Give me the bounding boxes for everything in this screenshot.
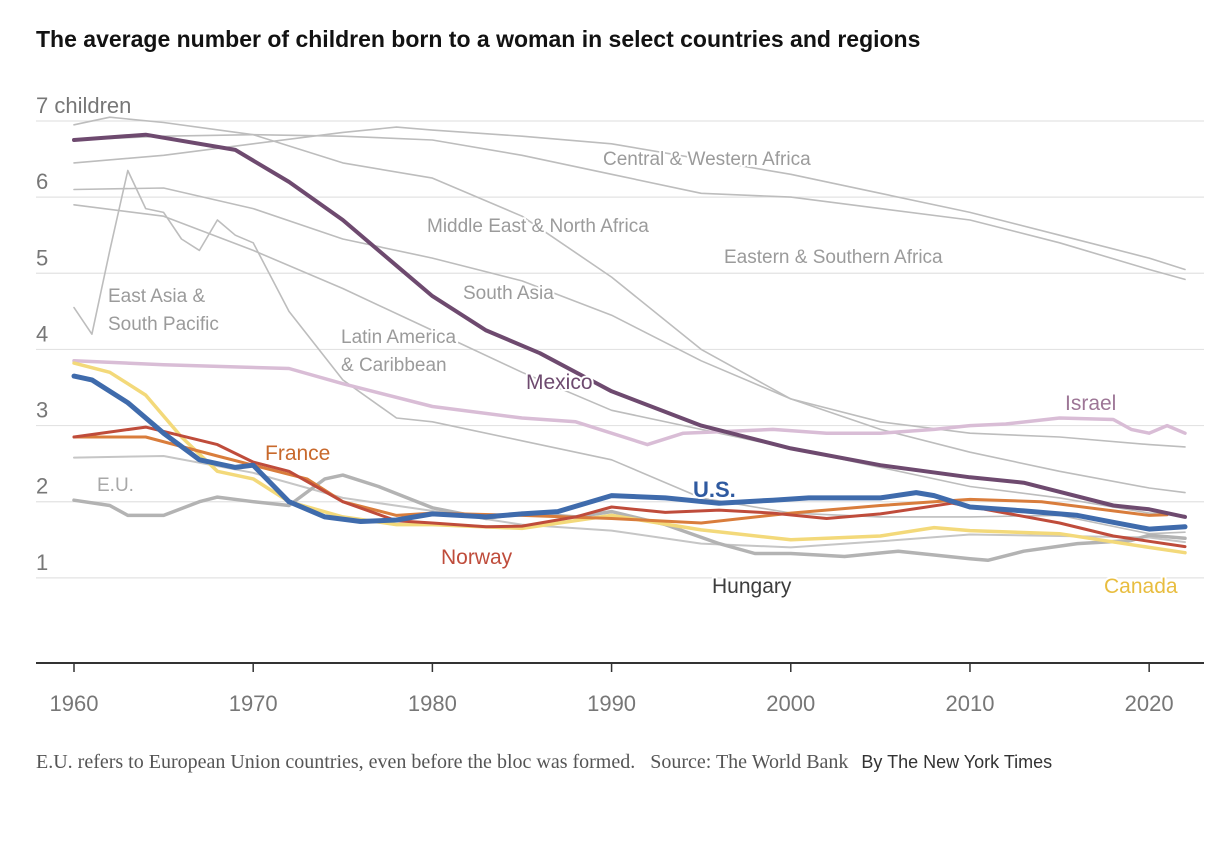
- series-label-norway: Norway: [441, 546, 513, 569]
- series-line-mexico: [72, 132, 1187, 519]
- series-line-canada: [72, 361, 1187, 555]
- series-label-israel: Israel: [1065, 392, 1116, 415]
- series-label-canada: Canada: [1104, 575, 1178, 598]
- series-line-norway: [72, 425, 1187, 549]
- y-tick-label-3: 3: [36, 398, 48, 423]
- series-lines: [71, 116, 1188, 563]
- footnote-byline: By The New York Times: [861, 752, 1053, 772]
- series-line-latin-america-caribbean: [73, 204, 1186, 517]
- x-tick-label-2020: 2020: [1125, 691, 1174, 716]
- line-chart: 1 2 3 4 5 6 7 children 1960 1970 1980 1990 2000 201…: [36, 93, 1204, 716]
- footnote: E.U. refers to European Union countries,…: [36, 748, 1206, 776]
- chart-title: The average number of children born to a…: [36, 26, 921, 52]
- series-label-hungary: Hungary: [712, 575, 792, 598]
- y-tick-labels: 1 2 3 4 5 6 7 children: [36, 93, 131, 575]
- y-tick-label-4: 4: [36, 321, 48, 346]
- series-line-u-s: [71, 373, 1188, 532]
- series-labels: Central & Western Africa Middle East & No…: [95, 147, 1180, 600]
- series-label-south-asia: South Asia: [463, 283, 554, 304]
- x-tick-label-1970: 1970: [229, 691, 278, 716]
- series-label-u-s: U.S.: [693, 477, 736, 502]
- series-label-mexico: Mexico: [526, 371, 593, 394]
- series-label-middle-east-north-africa: Middle East & North Africa: [427, 216, 649, 237]
- series-label-france: France: [265, 442, 330, 465]
- x-tick-label-2010: 2010: [945, 691, 994, 716]
- y-tick-label-5: 5: [36, 245, 48, 270]
- x-tick-label-1990: 1990: [587, 691, 636, 716]
- y-tick-label-2: 2: [36, 474, 48, 499]
- x-tick-label-1960: 1960: [50, 691, 99, 716]
- series-line-east-asia-south-pacific: [73, 169, 1186, 535]
- y-tick-label-1: 1: [36, 550, 48, 575]
- series-line-south-asia: [73, 187, 1186, 494]
- series-label-latin-america-caribbean: Latin America & Caribbean: [341, 327, 457, 376]
- y-tick-label-6: 6: [36, 169, 48, 194]
- x-tick-label-2000: 2000: [766, 691, 815, 716]
- series-label-east-asia-south-pacific: East Asia & South Pacific: [108, 286, 219, 335]
- series-label-eastern-southern-africa: Eastern & Southern Africa: [724, 247, 943, 268]
- series-line-eastern-southern-africa: [73, 133, 1186, 281]
- series-line-israel: [72, 359, 1187, 447]
- x-tick-label-1980: 1980: [408, 691, 457, 716]
- x-axis: 1960 1970 1980 1990 2000 2010 2020: [36, 662, 1204, 716]
- series-line-central-western-africa: [73, 126, 1186, 271]
- series-label-e-u: E.U.: [97, 475, 134, 496]
- series-line-middle-east-north-africa: [73, 116, 1186, 448]
- footnote-source: Source: The World Bank: [650, 751, 849, 773]
- footnote-note: E.U. refers to European Union countries,…: [36, 751, 636, 773]
- y-tick-label-7: 7 children: [36, 93, 131, 118]
- series-label-central-western-africa: Central & Western Africa: [603, 149, 811, 170]
- gridlines: [36, 120, 1204, 579]
